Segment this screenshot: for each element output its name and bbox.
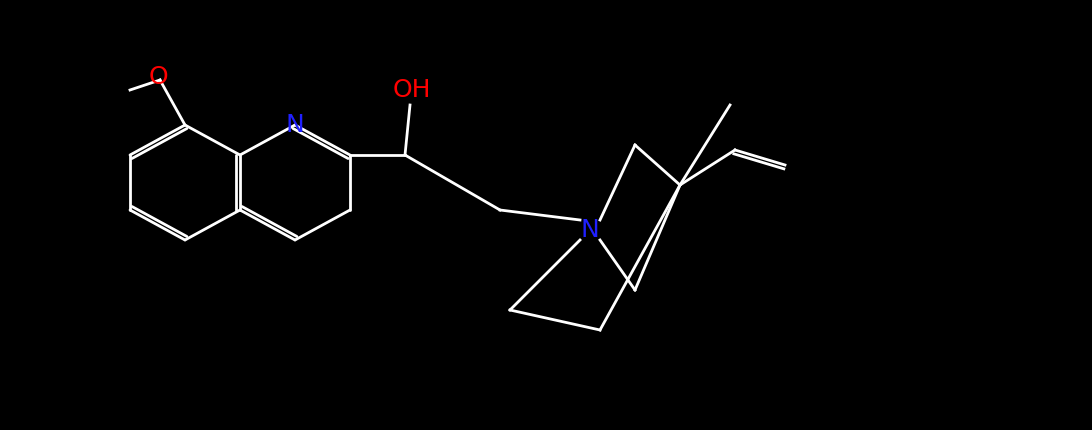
Text: O: O	[149, 65, 168, 89]
Text: OH: OH	[393, 78, 431, 102]
Text: N: N	[286, 113, 305, 137]
Text: N: N	[581, 218, 600, 242]
